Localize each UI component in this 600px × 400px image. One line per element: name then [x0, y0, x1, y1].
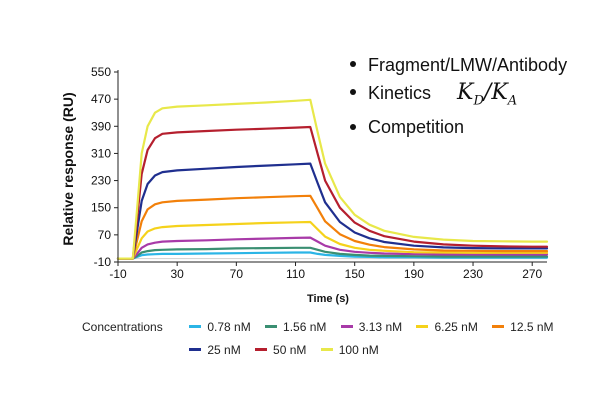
axes: -10 70 150 230 310 390 470 550 -10 30 70 110 150 190 2…	[91, 65, 547, 281]
legend-swatch	[320, 348, 333, 352]
legend-swatch	[340, 325, 353, 329]
formula-sub-a: A	[507, 93, 518, 109]
formula-k: K	[457, 80, 474, 105]
legend-title: Concentrations	[82, 320, 163, 334]
x-tick-label: 230	[463, 267, 483, 281]
series-line-12-5-nm	[116, 194, 549, 260]
series-line-50-nm	[116, 125, 549, 260]
bullet-item-fragment: Fragment/LMW/Antibody	[350, 52, 567, 79]
legend-swatch	[189, 348, 202, 352]
plot-area	[116, 98, 549, 260]
bullet-item-competition: Competition	[350, 114, 567, 141]
feature-bullet-list: Fragment/LMW/Antibody Kinetics KD/KA Comp…	[350, 52, 567, 141]
x-tick-label: 110	[286, 267, 305, 281]
legend-label: 25 nM	[207, 343, 241, 357]
x-tick-label: 190	[404, 267, 424, 281]
series-line-6-25-nm	[116, 220, 549, 260]
legend-row-2: 25 nM 50 nM 100 nM	[82, 343, 565, 366]
y-tick-label: 470	[91, 92, 111, 106]
series-line-25-nm	[116, 162, 549, 260]
formula-sub-d: D	[473, 93, 484, 109]
y-tick-label: 70	[98, 228, 112, 242]
legend-swatch	[189, 325, 202, 329]
series-line-1-56-nm	[116, 246, 549, 260]
y-tick-label: -10	[94, 255, 112, 269]
y-tick-label: 230	[91, 174, 111, 188]
y-axis-label: Relative response (RU)	[60, 92, 76, 245]
legend-row-1: Concentrations 0.78 nM 1.56 nM 3.13 nM 6…	[82, 320, 565, 343]
legend-label: 3.13 nM	[358, 320, 403, 334]
legend-label: 1.56 nM	[283, 320, 327, 334]
legend-label: 12.5 nM	[510, 320, 554, 334]
legend-item: 100 nM	[320, 343, 379, 357]
y-tick-label: 150	[91, 201, 111, 215]
kd-ka-formula: KD/KA	[457, 80, 518, 109]
series-line-3-13-nm	[116, 236, 549, 260]
x-tick-label: 150	[345, 267, 365, 281]
legend-item: 1.56 nM	[265, 320, 326, 334]
legend-swatch	[255, 348, 268, 352]
legend-item: 3.13 nM	[340, 320, 403, 334]
legend-label: 100 nM	[338, 343, 379, 357]
chart-legend: Concentrations 0.78 nM 1.56 nM 3.13 nM 6…	[82, 320, 565, 366]
legend-item: 12.5 nM	[492, 320, 554, 334]
y-tick-label: 310	[91, 146, 111, 160]
x-tick-label: 70	[230, 267, 244, 281]
x-axis-label: Time (s)	[307, 293, 349, 305]
x-tick-label: -10	[109, 267, 127, 281]
formula-k: K	[491, 80, 508, 105]
bullet-text: Fragment/LMW/Antibody	[368, 55, 568, 75]
bullet-text: Kinetics	[368, 83, 432, 103]
legend-swatch	[265, 325, 278, 329]
x-tick-label: 30	[170, 267, 184, 281]
y-tick-label: 550	[91, 65, 111, 79]
formula-slash: /	[483, 80, 492, 105]
legend-swatch	[492, 325, 505, 329]
legend-label: 50 nM	[273, 343, 307, 357]
legend-item: 50 nM	[255, 343, 306, 357]
y-tick-label: 390	[91, 119, 111, 133]
legend-label: 6.25 nM	[434, 320, 478, 334]
series-line-100-nm	[116, 98, 549, 260]
bullet-dot-icon	[350, 89, 356, 96]
bullet-item-kinetics: Kinetics KD/KA	[350, 79, 567, 114]
bullet-dot-icon	[350, 123, 356, 130]
legend-item: 6.25 nM	[416, 320, 478, 334]
legend-item: 0.78 nM	[189, 320, 251, 334]
bullet-text: Competition	[368, 117, 465, 138]
x-tick-label: 270	[522, 267, 542, 281]
bullet-dot-icon	[350, 61, 356, 68]
legend-item: 25 nM	[189, 343, 241, 357]
legend-swatch	[416, 325, 429, 329]
legend-label: 0.78 nM	[207, 320, 251, 334]
